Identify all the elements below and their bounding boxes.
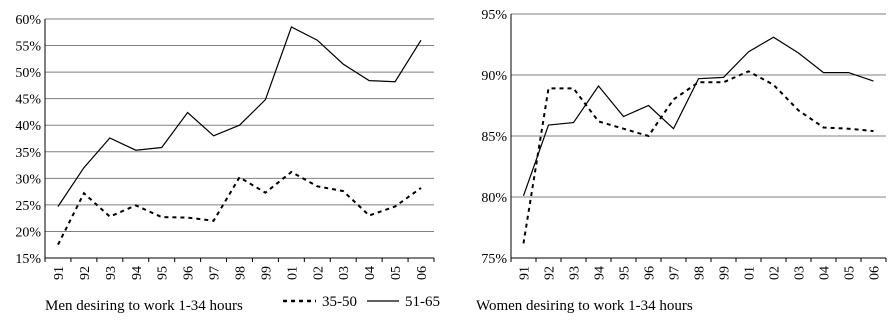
x-tick-label: 06 [868,266,883,280]
y-tick-label: 55% [15,40,41,55]
x-tick-label: 96 [643,266,658,280]
y-tick-label: 90% [481,69,507,84]
x-tick-label: 99 [259,266,274,280]
x-tick-label: 91 [52,266,67,280]
x-tick-label: 01 [743,266,758,280]
x-tick-label: 02 [768,266,783,280]
x-tick-label: 98 [693,266,708,280]
x-tick-label: 93 [104,266,119,280]
x-tick-label: 93 [568,266,583,280]
x-tick-label: 94 [130,266,145,280]
x-tick-label: 03 [793,266,808,280]
y-tick-label: 30% [15,172,41,187]
x-tick-label: 06 [415,266,430,280]
x-tick-label: 99 [718,266,733,280]
y-tick-label: 45% [15,93,41,108]
x-tick-label: 94 [593,266,608,280]
x-tick-label: 97 [208,266,223,280]
x-tick-label: 05 [843,266,858,280]
series-line-35-50 [57,170,422,246]
y-tick-label: 85% [481,130,507,145]
y-tick-label: 40% [15,119,41,134]
legend: 35-50 51-65 [283,294,440,310]
chart-caption: Men desiring to work 1-34 hours [45,298,243,314]
x-tick-label: 91 [518,266,533,280]
chart-caption: Women desiring to work 1-34 hours [476,298,693,314]
x-tick-label: 98 [234,266,249,280]
series-line-51-65 [57,26,422,207]
x-tick-label: 92 [543,266,558,280]
x-tick-label: 95 [156,266,171,280]
series-line-35-50 [522,70,874,244]
y-tick-label: 60% [15,13,41,28]
x-tick-label: 03 [337,266,352,280]
x-tick-label: 02 [311,266,326,280]
x-tick-label: 05 [389,266,404,280]
x-tick-label: 92 [78,266,93,280]
x-tick-label: 95 [618,266,633,280]
y-tick-label: 20% [15,225,41,240]
x-tick-label: 97 [668,266,683,280]
men-chart: 15% 20% 25% 30% 35% 40% 45% 50% 55% 60% 91 92 93 94 95… [15,13,435,314]
y-tick-label: 75% [481,252,507,267]
y-tick-label: 80% [481,191,507,206]
legend-label: 51-65 [405,294,440,310]
women-chart: 75% 80% 85% 90% 95% 91 92 93 94 95 96 97 98 99 01 02 03 0… [476,8,887,314]
y-tick-label: 50% [15,66,41,81]
x-tick-label: 04 [363,266,378,280]
y-tick-label: 15% [15,252,41,267]
x-tick-label: 04 [818,266,833,280]
y-tick-label: 25% [15,199,41,214]
x-tick-label: 01 [285,266,300,280]
y-tick-label: 95% [481,8,507,23]
series-line-51-65 [522,36,874,196]
legend-label: 35-50 [322,294,357,310]
y-tick-label: 35% [15,146,41,161]
x-tick-label: 96 [182,266,197,280]
